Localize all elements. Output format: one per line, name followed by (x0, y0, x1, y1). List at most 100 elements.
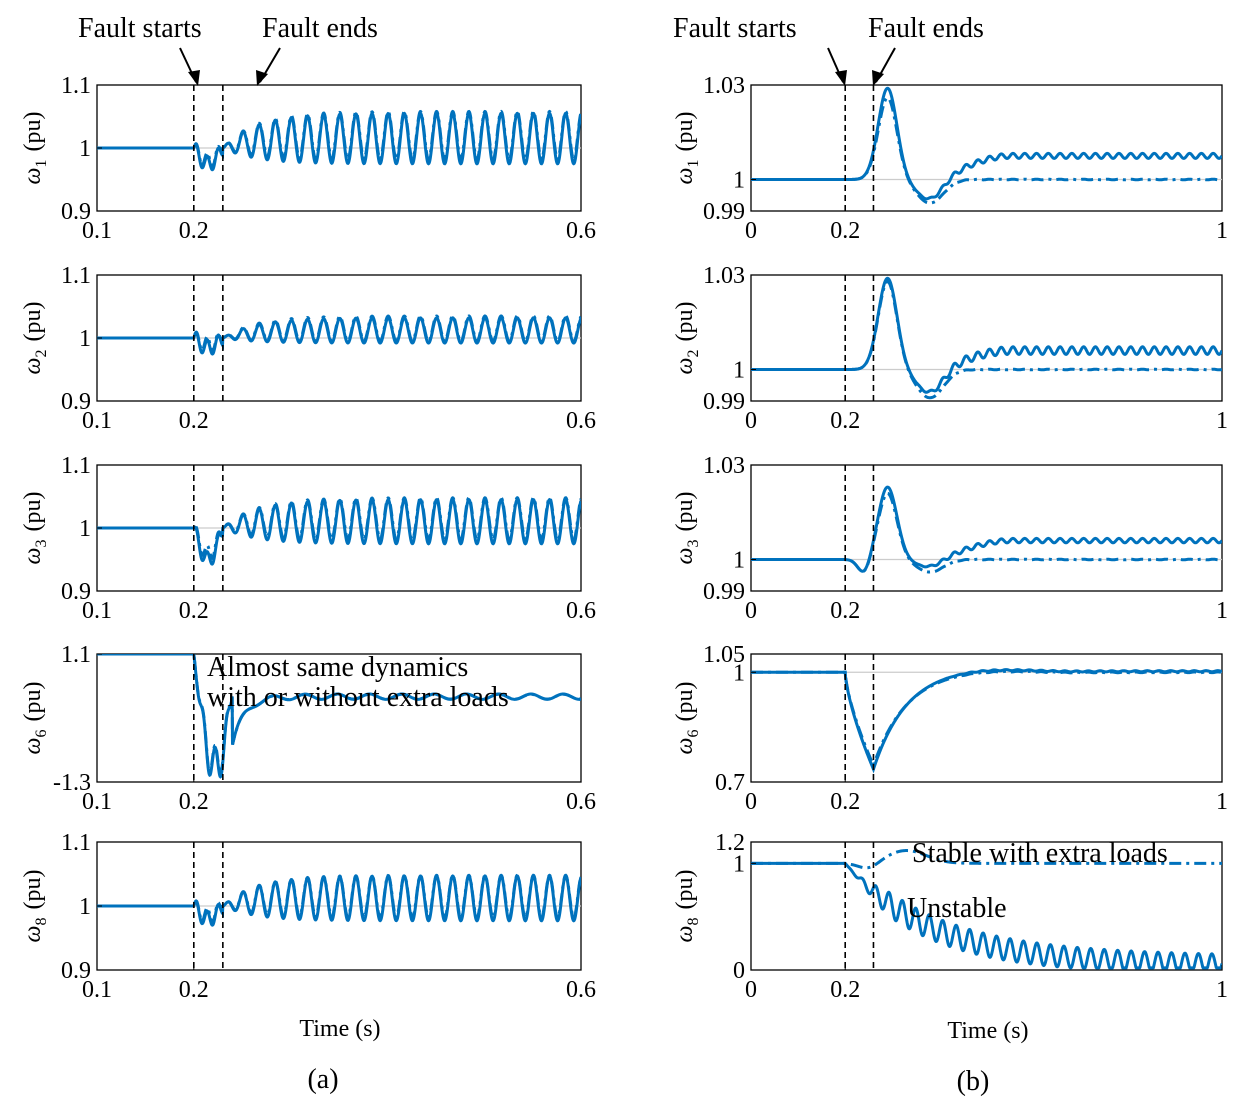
fault-end-arrowhead-a (256, 70, 268, 86)
subplot-a-5: 0.1 0.2 0.6 0.9 1 1.1 ω8(pu) (20, 830, 596, 1003)
series-line-dashdot (97, 654, 581, 777)
x-tick-label: 0.1 (82, 598, 112, 624)
y-tick-label: 1 (79, 894, 91, 920)
y-tick-label: 0.9 (61, 389, 91, 415)
x-tick-label: 0 (745, 789, 757, 815)
y-axis-label: ω6(pu) (672, 682, 702, 755)
fault-end-arrowhead-b (872, 70, 884, 86)
fault-starts-label-b: Fault starts (673, 13, 797, 44)
fault-start-arrowhead-a (188, 70, 200, 86)
x-tick-label: 1 (1216, 598, 1228, 624)
y-tick-label: 1.1 (61, 642, 91, 668)
x-tick-label: 1 (1216, 977, 1228, 1003)
y-tick-label: 1 (733, 851, 745, 877)
y-axis-label: ω2(pu) (20, 302, 50, 375)
series-line-dashdot (751, 279, 1222, 400)
x-tick-label: 0.1 (82, 789, 112, 815)
x-tick-label: 0.2 (830, 977, 860, 1003)
plot-frame (750, 653, 1223, 783)
series-line-dashdot (97, 314, 581, 353)
series-line-dashdot (97, 109, 581, 169)
annotation-stable: Stable with extra loads (912, 838, 1168, 869)
subplot-a-3: 0.1 0.2 0.6 0.9 1 1.1 ω3(pu) (20, 453, 596, 624)
y-axis-label: ω6(pu) (20, 682, 50, 755)
x-tick-label: 0.2 (179, 789, 209, 815)
x-tick-label: 0.6 (566, 408, 596, 434)
y-tick-label: 1 (733, 660, 745, 686)
y-axis-label: ω1(pu) (20, 112, 50, 185)
x-tick-label: 1 (1216, 408, 1228, 434)
y-tick-label: 0.9 (61, 199, 91, 225)
x-tick-label: 0.2 (179, 408, 209, 434)
series-line-dashdot (751, 669, 1222, 770)
y-tick-label: 0.99 (703, 389, 745, 415)
y-tick-label: 1.1 (61, 830, 91, 856)
fault-annotations-a: Fault starts Fault ends (78, 13, 378, 86)
y-tick-label: 0.7 (715, 770, 745, 796)
y-tick-label: 1 (733, 358, 745, 384)
y-tick-label: 1 (733, 548, 745, 574)
y-tick-label: 1.1 (61, 453, 91, 479)
y-axis-label: ω8(pu) (672, 870, 702, 943)
x-tick-label: 0.2 (830, 218, 860, 244)
panels-layer: 0.1 0.2 0.6 0.9 1 1.1 ω1(pu) 0.1 0.2 0.6 0.9 1 1.1 ω2… (20, 73, 1228, 1003)
y-tick-label: 1.1 (61, 73, 91, 99)
y-axis-label: ω8(pu) (20, 870, 50, 943)
subfigure-label-b: (b) (957, 1066, 990, 1097)
y-tick-label: 0.9 (61, 579, 91, 605)
y-axis-label: ω3(pu) (20, 492, 50, 565)
x-tick-label: 0.2 (179, 977, 209, 1003)
fault-annotations-b: Fault starts Fault ends (673, 13, 984, 86)
x-tick-label: 0.2 (830, 789, 860, 815)
x-tick-label: 0.2 (179, 218, 209, 244)
plot-frame (750, 84, 1223, 212)
y-tick-label: 0.99 (703, 579, 745, 605)
series-line-dashdot (751, 849, 1222, 870)
y-axis-label: ω2(pu) (672, 302, 702, 375)
series-line-dashdot (751, 491, 1222, 574)
x-tick-label: 0.2 (830, 598, 860, 624)
fault-ends-label-b: Fault ends (868, 13, 984, 44)
annotation-text: Almost same dynamics (207, 652, 468, 683)
y-tick-label: 1.03 (703, 453, 745, 479)
x-tick-label: 0 (745, 598, 757, 624)
x-tick-label: 0.1 (82, 977, 112, 1003)
y-tick-label: 0.9 (61, 958, 91, 984)
y-tick-label: 1.03 (703, 263, 745, 289)
subfigure-label-a: (a) (307, 1064, 338, 1095)
annotation-text: with or without extra loads (207, 682, 509, 713)
y-tick-label: 1.03 (703, 73, 745, 99)
y-tick-label: 1.1 (61, 263, 91, 289)
y-tick-label: 1.05 (703, 642, 745, 668)
series-line-dashdot (97, 873, 581, 924)
x-tick-label: 1 (1216, 218, 1228, 244)
x-tick-label: 1 (1216, 789, 1228, 815)
x-tick-label: 0 (745, 977, 757, 1003)
plot-frame (750, 464, 1223, 592)
x-tick-label: 0 (745, 408, 757, 434)
x-tick-label: 0.2 (179, 598, 209, 624)
y-axis-label: ω1(pu) (672, 112, 702, 185)
x-tick-label: 0.6 (566, 218, 596, 244)
series-line-dashdot (751, 96, 1222, 205)
subplot-a-1: 0.1 0.2 0.6 0.9 1 1.1 ω1(pu) (20, 73, 596, 244)
y-tick-label: 1 (79, 516, 91, 542)
x-tick-label: 0.6 (566, 598, 596, 624)
y-axis-label: ω3(pu) (672, 492, 702, 565)
subplot-a-4: 0.1 0.2 0.6 -1.3 1.1 ω6(pu) Almost same dynami… (20, 642, 596, 815)
y-tick-label: 0 (733, 958, 745, 984)
x-axis-label-a: Time (s) (299, 1016, 380, 1042)
y-tick-label: 1 (79, 326, 91, 352)
series-line-dashdot (97, 496, 581, 560)
y-tick-label: 1 (733, 168, 745, 194)
x-axis-label-b: Time (s) (947, 1018, 1028, 1044)
y-tick-label: 1.2 (715, 830, 745, 856)
x-tick-label: 0 (745, 218, 757, 244)
fault-start-arrowhead-b (835, 70, 847, 86)
